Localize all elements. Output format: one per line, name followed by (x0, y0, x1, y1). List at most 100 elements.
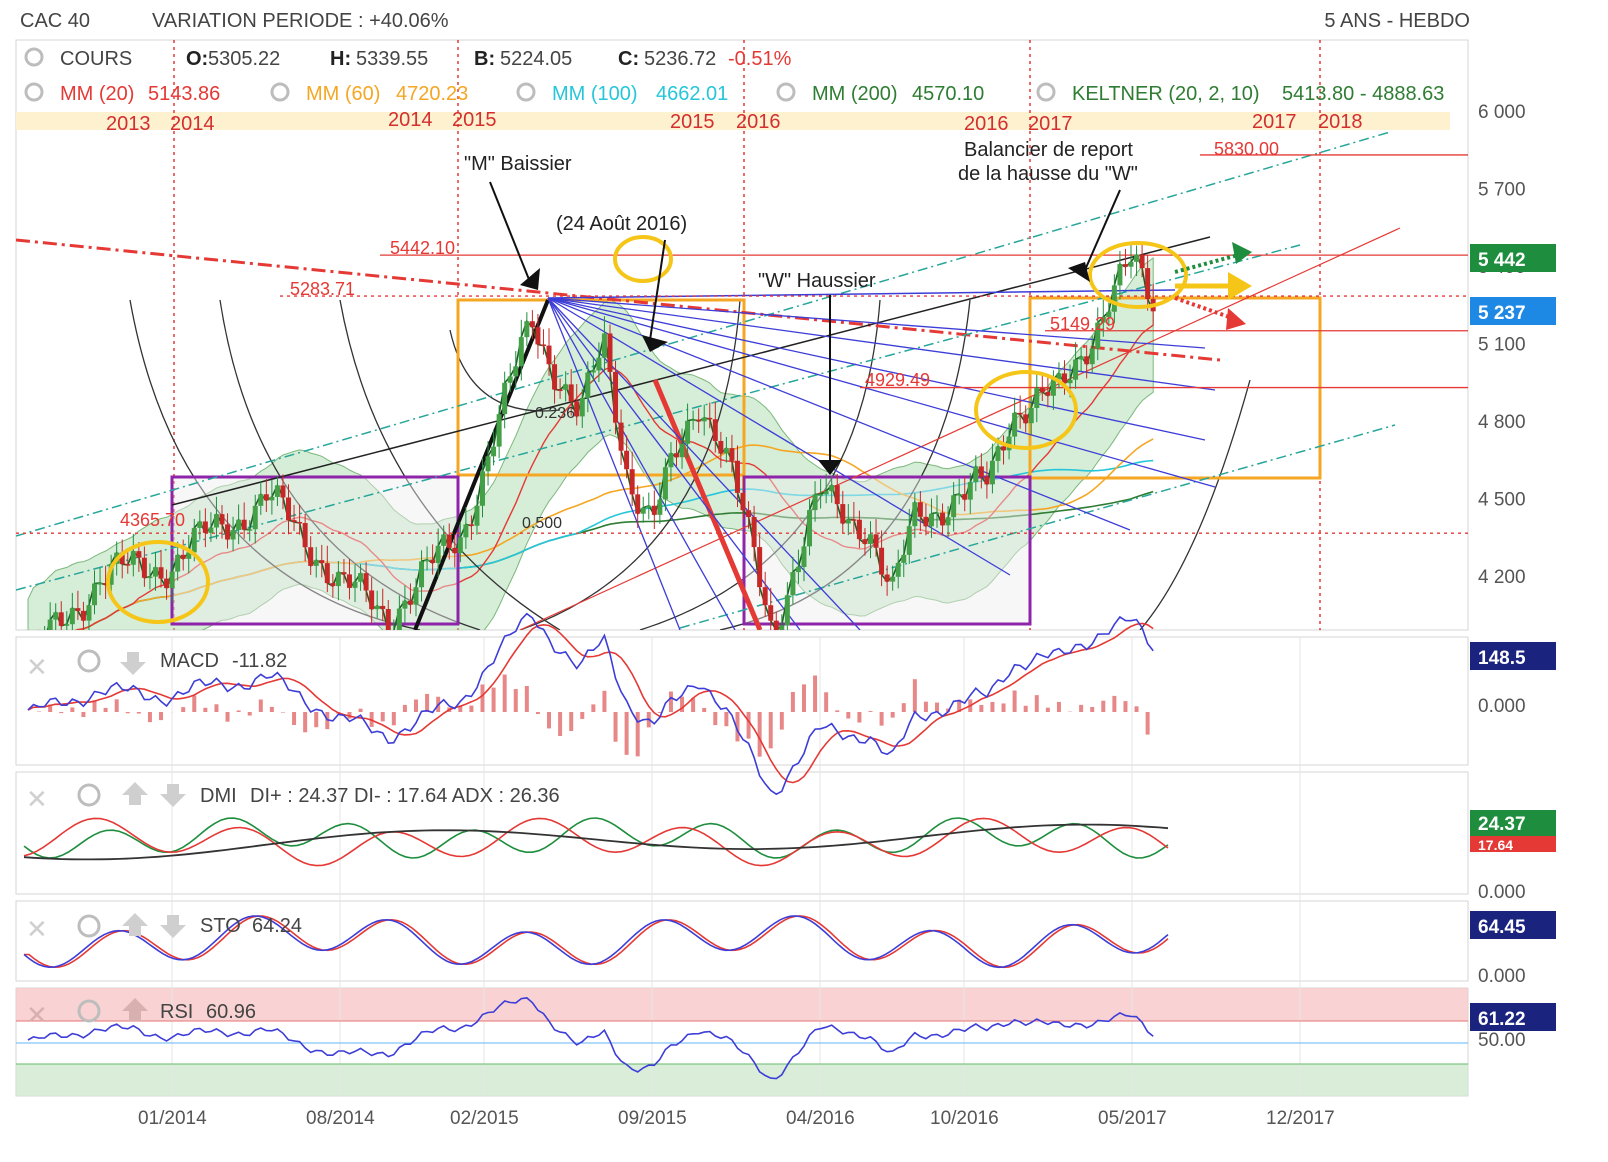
macd-bar (713, 712, 718, 726)
gear-icon[interactable] (516, 82, 536, 102)
arrow-down-icon[interactable] (120, 652, 146, 675)
arrow-up-icon[interactable] (122, 913, 148, 936)
candle (635, 494, 641, 514)
macd-tag (1470, 642, 1556, 670)
mm200-value: 4570.10 (912, 83, 984, 105)
sto-tag (1470, 911, 1556, 939)
close-icon[interactable]: ✕ (26, 784, 48, 814)
close-icon[interactable]: ✕ (26, 652, 48, 682)
price-axis-tick: 5 700 (1478, 180, 1526, 201)
macd-bar (524, 686, 529, 712)
gear-icon[interactable] (77, 999, 101, 1023)
price-header: COURS O: 5305.22 H: 5339.55 B: 5224.05 C… (24, 47, 792, 70)
candle (258, 494, 264, 506)
candle (419, 561, 425, 588)
macd-bar (303, 712, 308, 733)
candle (629, 469, 635, 495)
gear-icon[interactable] (776, 82, 796, 102)
gear-icon[interactable] (24, 47, 44, 67)
close-icon[interactable]: ✕ (26, 914, 48, 944)
keltner-value: 5413.80 - 4888.63 (1282, 83, 1444, 105)
gear-icon[interactable] (77, 914, 101, 938)
macd-bar (835, 710, 840, 712)
candle (158, 567, 164, 579)
candle (1134, 254, 1140, 262)
candle (945, 517, 951, 526)
macd-bar (680, 696, 685, 712)
macd-panel (15, 636, 1469, 766)
candle (1056, 373, 1062, 380)
candle (169, 571, 175, 589)
dmi-tag-minus-label: 17.64 (1478, 837, 1513, 853)
candle (928, 513, 934, 527)
candle (807, 510, 813, 547)
rsi-overbought-zone (16, 988, 1468, 1021)
candle (341, 572, 347, 575)
candle (1078, 356, 1084, 360)
candle (241, 519, 247, 530)
macd-bar (292, 712, 297, 725)
macd-bar (957, 699, 962, 712)
macd-bar (691, 698, 696, 712)
candle (1122, 264, 1128, 267)
close-icon[interactable]: ✕ (26, 1000, 48, 1030)
mm60-value: 4720.23 (396, 83, 468, 105)
mm20-label: MM (20) (60, 83, 134, 105)
dmi-label: DMI (200, 785, 237, 807)
fib-500-label: 0.500 (522, 515, 562, 532)
candle (529, 321, 535, 328)
arrow-down-icon[interactable] (160, 784, 186, 807)
candle (862, 539, 868, 544)
macd-bar (1012, 690, 1017, 712)
candle (380, 605, 386, 610)
fan-line (547, 297, 1206, 441)
arrow-up-icon[interactable] (122, 998, 148, 1021)
period-label[interactable]: 5 ANS - HEBDO (1324, 10, 1470, 32)
candle (829, 485, 835, 492)
m-box (456, 298, 746, 477)
balancier-label-2: de la hausse du "W" (958, 163, 1138, 185)
gear-icon[interactable] (24, 82, 44, 102)
candle (995, 446, 1001, 461)
close-change: -0.51% (728, 48, 792, 70)
arrow-down-icon[interactable] (160, 915, 186, 938)
macd-bar (779, 712, 784, 730)
arrow-up-icon[interactable] (122, 782, 148, 805)
candle (507, 376, 513, 383)
candle (707, 417, 713, 420)
open-value: 5305.22 (208, 48, 280, 70)
open-key: O: (186, 48, 208, 70)
candle (590, 370, 596, 373)
candle (236, 519, 242, 530)
macd-bar (912, 679, 917, 712)
candle (435, 545, 441, 563)
candle (795, 566, 801, 573)
candle (895, 562, 901, 577)
macd-bar (868, 711, 873, 712)
macd-bar (192, 695, 197, 712)
di-plus-line (23, 817, 1169, 859)
rsi-axis-50: 50.00 (1478, 1030, 1526, 1051)
candle (58, 612, 64, 626)
candle (596, 357, 602, 371)
gear-icon[interactable] (77, 783, 101, 807)
candle (818, 494, 824, 496)
gear-icon[interactable] (77, 649, 101, 673)
gear-icon[interactable] (270, 82, 290, 102)
gear-icon[interactable] (1036, 82, 1056, 102)
candle (1017, 412, 1023, 415)
candle (391, 631, 396, 633)
candle (64, 624, 70, 626)
dmi-value: DI+ : 24.37 DI- : 17.64 ADX : 26.36 (250, 785, 560, 807)
price-axis-tick: 4 800 (1478, 412, 1526, 433)
candle (668, 453, 674, 468)
candle (1023, 414, 1029, 424)
candle (812, 494, 818, 511)
macd-bar (1056, 701, 1061, 712)
candle (701, 417, 707, 422)
candle (125, 564, 131, 566)
date-axis-tick: 09/2015 (618, 1108, 687, 1129)
level-label: 5149.29 (1050, 314, 1115, 334)
candle (801, 546, 807, 567)
candle (856, 519, 862, 540)
